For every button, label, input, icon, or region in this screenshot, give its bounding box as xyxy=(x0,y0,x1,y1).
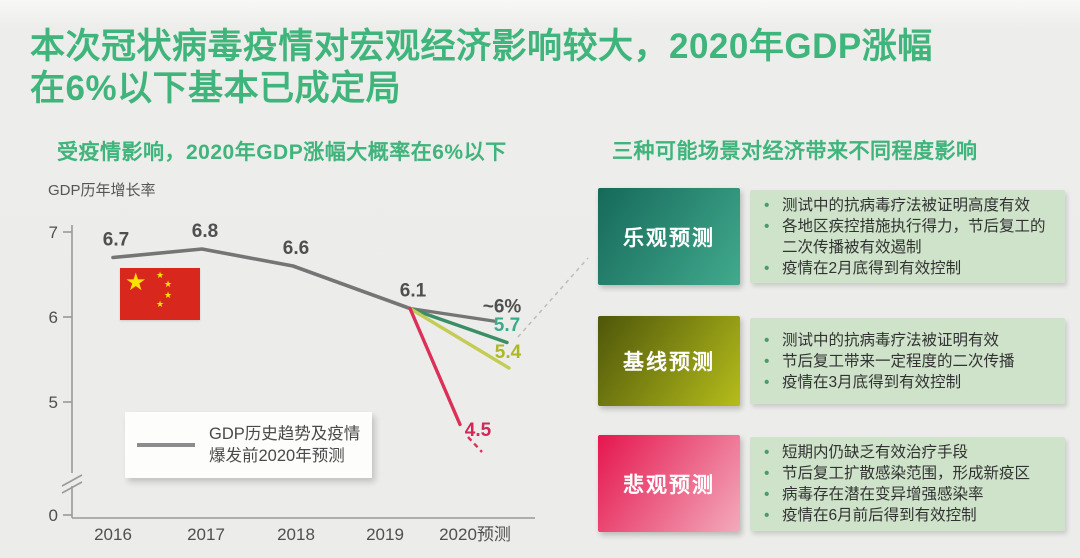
gdp-line-chart: 7 6 5 0 2016 2017 2018 2019 2020预测 6.7 6.8 6.6 6.1 ~6… xyxy=(30,185,590,558)
scenario-connector-dash xyxy=(517,257,589,338)
bullet-item: 节后复工带来一定程度的二次传播 xyxy=(750,351,1059,372)
pessimistic-line-dash xyxy=(467,436,483,453)
bullet-item: 各地区疾控措施执行得力，节后复工的二次传播被有效遏制 xyxy=(750,216,1059,258)
scenario-row-baseline: 基线预测 测试中的抗病毒疗法被证明有效节后复工带来一定程度的二次传播疫情在3月底… xyxy=(598,316,1065,406)
history-point-label: 6.7 xyxy=(103,230,129,251)
scenario-row-optimistic: 乐观预测 测试中的抗病毒疗法被证明高度有效各地区疾控措施执行得力，节后复工的二次… xyxy=(598,188,1065,285)
flag-small-star-icon: ★ xyxy=(164,290,173,300)
x-tick-label: 2017 xyxy=(187,525,225,544)
forecast-end-label: 5.7 xyxy=(494,315,520,336)
forecast-line xyxy=(408,306,509,345)
chart-axis-title: GDP历年增长率 xyxy=(48,182,156,199)
bullet-item: 节后复工扩散感染范围，形成新疫区 xyxy=(750,463,1059,484)
pessimistic-label: 悲观预测 xyxy=(598,435,740,532)
flag-small-star-icon: ★ xyxy=(156,299,165,309)
chart-canvas: 7 6 5 0 2016 2017 2018 2019 2020预测 6.7 6.8 6.6 6.1 ~6… xyxy=(49,221,589,544)
bullet-item: 病毒存在潜在变异增强感染率 xyxy=(750,484,1059,505)
flag-small-star-icon: ★ xyxy=(164,279,173,289)
bullet-item: 短期内仍缺乏有效治疗手段 xyxy=(750,442,1059,463)
y-tick-label: 7 xyxy=(49,223,58,242)
x-tick-label: 2018 xyxy=(277,525,315,544)
optimistic-label: 乐观预测 xyxy=(598,188,740,285)
history-point-label: 6.1 xyxy=(400,281,427,302)
y-tick-label: 6 xyxy=(49,308,58,327)
baseline-bullet-panel: 测试中的抗病毒疗法被证明有效节后复工带来一定程度的二次传播疫情在3月底得到有效控… xyxy=(750,318,1065,404)
left-section-subtitle: 受疫情影响，2020年GDP涨幅大概率在6%以下 xyxy=(57,141,507,164)
x-tick-label: 2016 xyxy=(94,525,132,544)
legend-label-line1: GDP历史趋势及疫情 xyxy=(209,425,361,443)
page-title-line1: 本次冠状病毒疫情对宏观经济影响较大，2020年GDP涨幅 xyxy=(30,27,933,66)
forecast-line xyxy=(408,306,511,370)
history-line xyxy=(111,247,412,311)
history-point-label: 6.8 xyxy=(192,221,218,242)
pessimistic-bullet-panel: 短期内仍缺乏有效治疗手段节后复工扩散感染范围，形成新疫区病毒存在潜在变异增强感染… xyxy=(750,436,1065,531)
legend-label: GDP历史趋势及疫情 爆发前2020年预测 xyxy=(209,423,360,467)
china-flag: ★ ★ ★ ★ ★ xyxy=(120,268,200,320)
bullet-item: 疫情在3月底得到有效控制 xyxy=(750,372,1059,393)
page-title: 本次冠状病毒疫情对宏观经济影响较大，2020年GDP涨幅 在6%以下基本已成定局 xyxy=(30,26,1050,110)
forecast-line xyxy=(408,306,497,323)
x-tick-label: 2019 xyxy=(366,525,404,544)
bullet-item: 测试中的抗病毒疗法被证明高度有效 xyxy=(750,195,1059,216)
forecast-end-label: ~6% xyxy=(483,296,522,317)
chart-legend: GDP历史趋势及疫情 爆发前2020年预测 xyxy=(125,412,372,478)
legend-label-line2: 爆发前2020年预测 xyxy=(209,447,345,465)
flag-small-star-icon: ★ xyxy=(156,270,165,280)
history-point-label: 6.6 xyxy=(283,238,309,259)
y-tick-label: 0 xyxy=(49,506,58,525)
y-tick-label: 5 xyxy=(49,393,58,412)
scenario-row-pessimistic: 悲观预测 短期内仍缺乏有效治疗手段节后复工扩散感染范围，形成新疫区病毒存在潜在变… xyxy=(598,435,1065,532)
page-title-line2: 在6%以下基本已成定局 xyxy=(30,69,402,108)
forecast-end-label: 4.5 xyxy=(465,420,492,441)
bullet-item: 测试中的抗病毒疗法被证明有效 xyxy=(750,330,1059,351)
bullet-item: 疫情在6月前后得到有效控制 xyxy=(750,505,1059,526)
right-section-subtitle: 三种可能场景对经济带来不同程度影响 xyxy=(612,140,978,163)
axis-break-icon xyxy=(61,481,83,494)
bullet-item: 疫情在2月底得到有效控制 xyxy=(750,258,1059,279)
optimistic-bullet-panel: 测试中的抗病毒疗法被证明高度有效各地区疾控措施执行得力，节后复工的二次传播被有效… xyxy=(750,190,1065,283)
axis-break-icon xyxy=(61,474,83,487)
flag-big-star-icon: ★ xyxy=(125,269,147,296)
x-tick-label: 2020预测 xyxy=(439,525,511,544)
forecast-line xyxy=(408,306,462,427)
baseline-label: 基线预测 xyxy=(598,316,740,406)
legend-line-swatch xyxy=(137,443,195,447)
forecast-end-label: 5.4 xyxy=(495,342,522,363)
